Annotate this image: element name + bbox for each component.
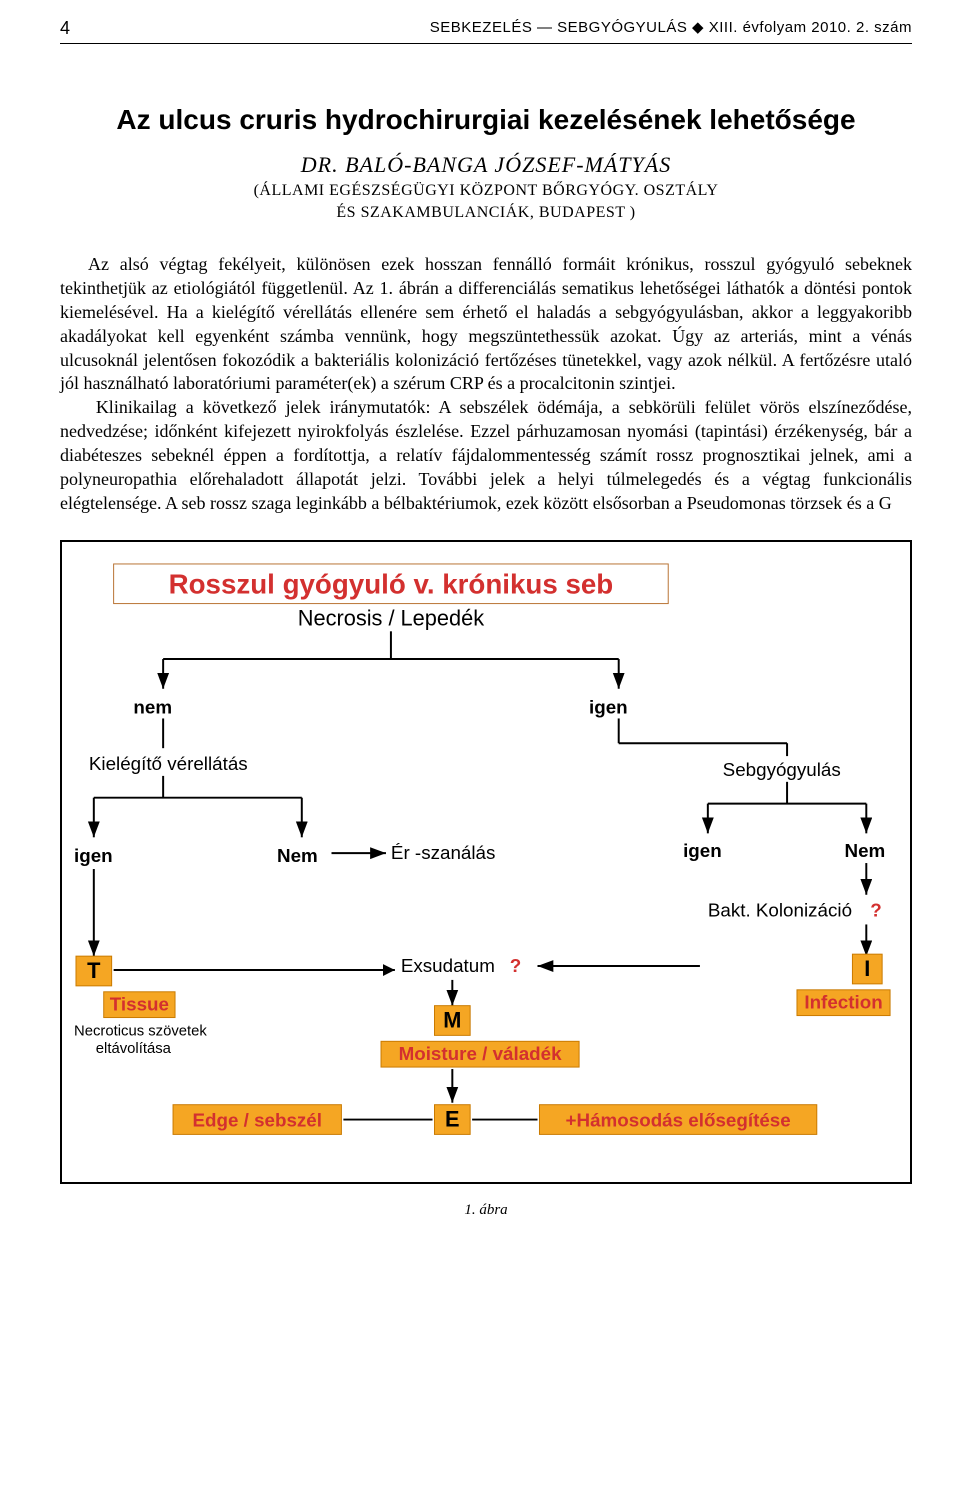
article-title: Az ulcus cruris hydrochirurgiai kezelésé… [60,104,912,136]
label-exsudatum: Exsudatum [401,955,495,976]
box-E-letter: E [445,1107,460,1132]
label-sebgyogyulas: Sebgyógyulás [723,759,841,780]
box-M-letter: M [443,1008,461,1033]
diagram-title: Rosszul gyógyuló v. krónikus seb [169,569,614,600]
label-bakt: Bakt. Kolonizáció [708,900,852,921]
qmark-1: ? [870,900,881,921]
label-nem-2: Nem [277,845,318,866]
label-igen-3: igen [683,840,722,861]
journal-title: SEBKEZELÉS — SEBGYÓGYULÁS ◆ XIII. évfoly… [430,18,912,39]
article-body: Az alsó végtag fekélyeit, különösen ezek… [60,253,912,516]
label-necroticus-2: eltávolítása [96,1041,172,1057]
box-T-letter: T [87,958,101,983]
label-nem: nem [133,697,172,718]
box-tissue-label: Tissue [110,994,169,1015]
qmark-2: ? [510,955,521,976]
figure-1: Rosszul gyógyuló v. krónikus seb Necrosi… [60,540,912,1219]
label-necroticus-1: Necroticus szövetek [74,1023,207,1039]
label-erszanalas: Ér -szanálás [391,842,495,863]
flowchart-svg: Rosszul gyógyuló v. krónikus seb Necrosi… [74,560,898,1170]
page-header: 4 SEBKEZELÉS — SEBGYÓGYULÁS ◆ XIII. évfo… [60,18,912,44]
label-igen: igen [589,697,628,718]
page-number: 4 [60,18,71,39]
diagram-container: Rosszul gyógyuló v. krónikus seb Necrosi… [60,540,912,1184]
article-affiliation: (ÁLLAMI EGÉSZSÉGÜGYI KÖZPONT BŐRGYÓGY. O… [60,180,912,225]
body-content: Az alsó végtag fekélyeit, különösen ezek… [60,254,917,513]
affiliation-line2: ÉS SZAKAMBULANCIÁK, BUDAPEST ) [336,204,635,221]
box-edge-label: Edge / sebszél [192,1110,322,1131]
article-author: DR. BALÓ-BANGA JÓZSEF-MÁTYÁS [60,152,912,178]
figure-caption: 1. ábra [60,1202,912,1219]
box-infection-label: Infection [804,992,882,1013]
diagram-subtitle: Necrosis / Lepedék [298,605,484,630]
affiliation-line1: (ÁLLAMI EGÉSZSÉGÜGYI KÖZPONT BŐRGYÓGY. O… [254,182,719,199]
box-I-letter: I [864,956,870,981]
box-hamosodas-label: +Hámosodás elősegítése [566,1110,791,1131]
label-kielegito: Kielégítő vérellátás [89,753,248,774]
label-igen-2: igen [74,845,113,866]
box-moisture-label: Moisture / váladék [399,1043,563,1064]
label-nem-3: Nem [845,840,886,861]
